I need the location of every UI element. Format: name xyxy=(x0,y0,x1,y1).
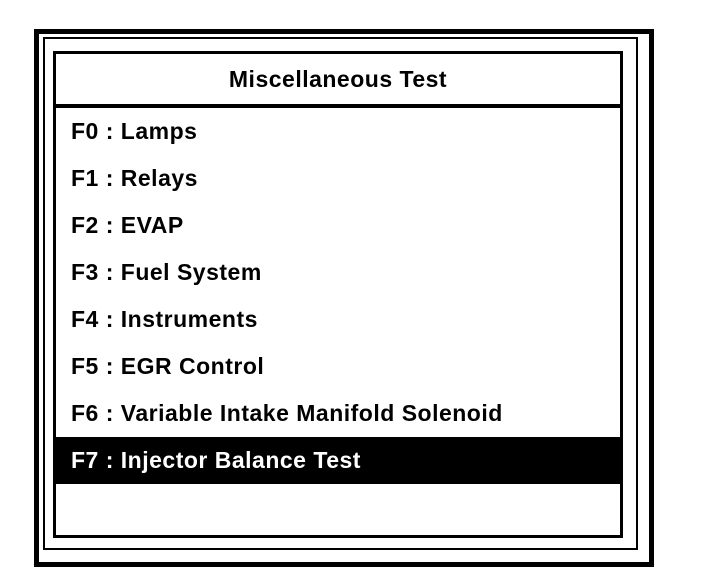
menu-panel: Miscellaneous Test F0 : Lamps F1 : Relay… xyxy=(53,51,623,538)
menu-list: F0 : Lamps F1 : Relays F2 : EVAP F3 : Fu… xyxy=(56,108,620,535)
page-title: Miscellaneous Test xyxy=(56,54,620,108)
menu-item-f5-egr-control[interactable]: F5 : EGR Control xyxy=(71,353,265,379)
empty-row xyxy=(56,484,620,535)
menu-item-f0-lamps[interactable]: F0 : Lamps xyxy=(71,118,198,144)
menu-item-f2-evap[interactable]: F2 : EVAP xyxy=(71,212,184,238)
menu-item-f7-injector-balance-test[interactable]: F7 : Injector Balance Test xyxy=(56,437,620,484)
middle-border-frame xyxy=(43,37,638,550)
menu-item-f1-relays[interactable]: F1 : Relays xyxy=(71,165,198,191)
outer-border-frame xyxy=(34,29,654,567)
menu-item-f3-fuel-system[interactable]: F3 : Fuel System xyxy=(71,259,262,285)
menu-item-f4-instruments[interactable]: F4 : Instruments xyxy=(71,306,258,332)
menu-item-f6-variable-intake-manifold-solenoid[interactable]: F6 : Variable Intake Manifold Solenoid xyxy=(71,400,503,426)
